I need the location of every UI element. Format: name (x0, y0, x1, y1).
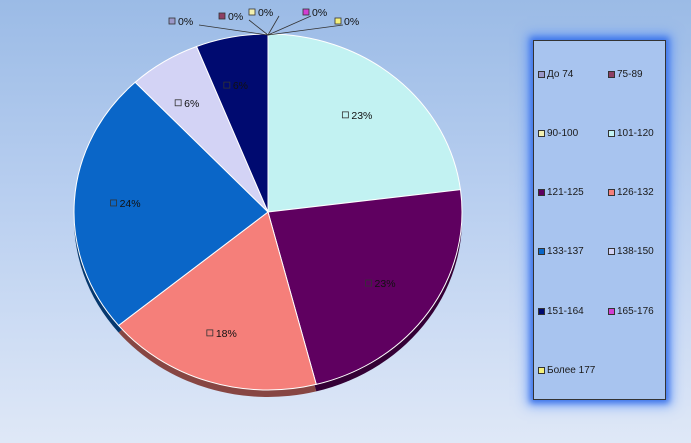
data-label-5: 18% (216, 328, 237, 340)
legend-swatch (538, 248, 545, 255)
data-label-4: 23% (375, 278, 396, 290)
legend-label: 138-150 (617, 246, 654, 257)
data-label-swatch-4 (365, 279, 372, 287)
pie-slice-4 (267, 189, 463, 386)
leader-line-0 (198, 24, 269, 36)
legend-item-9: 165-176 (608, 306, 654, 317)
legend-swatch (538, 308, 545, 315)
legend-item-5: 126-132 (608, 187, 654, 198)
legend-swatch (538, 367, 545, 374)
data-label-9: 0% (312, 7, 327, 19)
data-label-swatch-2 (248, 8, 256, 16)
data-label-3: 23% (351, 110, 372, 122)
legend-item-8: 151-164 (538, 306, 584, 317)
legend-label: 75-89 (617, 69, 643, 80)
legend-swatch (538, 189, 545, 196)
data-label-swatch-6 (110, 199, 117, 207)
leader-line-2 (267, 15, 280, 36)
legend-swatch (538, 130, 545, 137)
legend-label: 101-120 (617, 128, 654, 139)
legend-label: 165-176 (617, 306, 654, 317)
data-label-swatch-8 (223, 81, 231, 89)
data-label-swatch-0 (168, 17, 176, 25)
legend-item-6: 133-137 (538, 246, 584, 257)
legend-item-7: 138-150 (608, 246, 654, 257)
data-label-6: 24% (120, 198, 141, 210)
data-label-0: 0% (178, 16, 193, 28)
data-label-1: 0% (228, 11, 243, 23)
legend-label: 151-164 (547, 306, 584, 317)
legend-label: 90-100 (547, 128, 579, 139)
legend-swatch (608, 248, 615, 255)
data-label-8: 6% (233, 80, 248, 92)
legend-swatch (608, 308, 615, 315)
pie-slice-3 (267, 33, 462, 213)
legend-label: 126-132 (617, 187, 654, 198)
legend-item-1: 75-89 (608, 69, 643, 80)
data-label-swatch-9 (302, 8, 310, 16)
legend-swatch (608, 189, 615, 196)
data-label-swatch-5 (206, 329, 214, 337)
pie-slice-6 (73, 81, 269, 327)
legend-item-2: 90-100 (538, 128, 578, 139)
data-label-10: 0% (344, 16, 359, 28)
legend-swatch (608, 71, 615, 78)
legend-item-3: 101-120 (608, 128, 654, 139)
legend-label: Более 177 (547, 365, 596, 376)
legend-swatch (538, 71, 545, 78)
pie-slice-5 (117, 211, 317, 391)
leader-line-1 (248, 19, 269, 36)
data-label-7: 6% (184, 98, 199, 110)
data-label-swatch-7 (174, 99, 182, 107)
data-label-2: 0% (258, 7, 273, 19)
data-label-swatch-1 (218, 12, 226, 20)
legend-item-4: 121-125 (538, 187, 584, 198)
chart-legend: До 74 75-89 90-100 101-120 121-125 126-1… (533, 40, 666, 400)
pie-slice-8 (195, 33, 269, 213)
leader-line-9 (267, 15, 312, 36)
data-label-swatch-3 (341, 111, 349, 119)
legend-item-10: Более 177 (538, 365, 595, 376)
legend-label: До 74 (547, 69, 574, 80)
data-label-swatch-10 (334, 17, 342, 25)
legend-label: 133-137 (547, 246, 584, 257)
legend-label: 121-125 (547, 187, 584, 198)
leader-line-10 (267, 24, 344, 36)
legend-swatch (608, 130, 615, 137)
legend-item-0: До 74 (538, 69, 573, 80)
